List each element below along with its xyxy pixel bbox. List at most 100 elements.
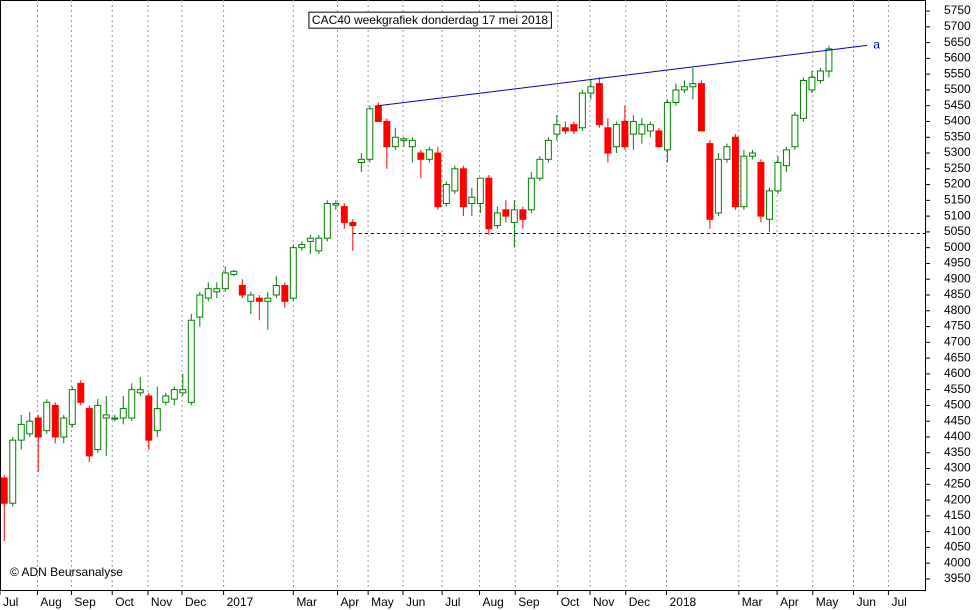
y-tick-label: 4750 <box>944 319 971 333</box>
chart-title: CAC40 weekgrafiek donderdag 17 mei 2018 <box>312 13 548 27</box>
candle-body <box>26 420 34 435</box>
candle-body <box>459 168 467 208</box>
candle-body <box>0 477 8 504</box>
y-tick-label: 5300 <box>944 145 971 159</box>
candle-body <box>544 139 552 160</box>
candle-body <box>757 161 765 217</box>
candle-body <box>791 114 799 148</box>
candle-body <box>604 127 612 154</box>
x-tick-label: Jun <box>857 595 876 609</box>
candle-body <box>697 83 705 132</box>
candle-body <box>816 70 824 81</box>
y-tick-label: 5600 <box>944 51 971 65</box>
candle-body <box>434 152 442 208</box>
candle-body <box>213 288 221 293</box>
candle-body <box>578 92 586 129</box>
candle-body <box>179 389 187 394</box>
candle-body <box>646 124 654 132</box>
y-tick-label: 4400 <box>944 429 971 443</box>
candle-body <box>451 168 459 192</box>
candle-body <box>85 408 93 457</box>
candle-body <box>740 155 748 208</box>
candle-body <box>765 190 773 220</box>
candle-body <box>145 395 153 441</box>
candle-body <box>638 124 646 135</box>
x-tick-label: Oct <box>115 595 134 609</box>
x-tick-label: Apr <box>341 595 360 609</box>
candle-body <box>672 89 680 104</box>
x-tick-label: Jul <box>3 595 18 609</box>
candle-body <box>281 285 289 302</box>
y-tick-label: 5500 <box>944 82 971 96</box>
candle-body <box>570 124 578 132</box>
candle-body <box>187 319 195 403</box>
candle-body <box>272 285 280 296</box>
y-tick-label: 4050 <box>944 540 971 554</box>
candle-body <box>629 120 637 135</box>
candle-body <box>315 237 323 252</box>
y-tick-label: 4500 <box>944 398 971 412</box>
y-tick-label: 5450 <box>944 98 971 112</box>
x-tick-label: Jul <box>445 595 460 609</box>
x-tick-label: Sep <box>74 595 96 609</box>
y-tick-label: 4850 <box>944 287 971 301</box>
candle-body <box>510 209 518 223</box>
candle-body <box>221 272 229 290</box>
title-box <box>308 11 552 29</box>
y-tick-label: 5100 <box>944 208 971 222</box>
candle-body <box>621 120 629 148</box>
candle-body <box>587 86 595 94</box>
y-tick-label: 5000 <box>944 240 971 254</box>
candle-body <box>468 196 476 205</box>
y-tick-label: 4250 <box>944 476 971 490</box>
candle-body <box>400 138 408 141</box>
candle-body <box>408 139 416 148</box>
y-tick-label: 5550 <box>944 66 971 80</box>
candle-body <box>111 417 119 420</box>
y-tick-label: 4200 <box>944 492 971 506</box>
x-tick-label: Apr <box>780 595 799 609</box>
candle-body <box>298 244 306 249</box>
candle-body <box>128 389 136 419</box>
candle-body <box>476 177 484 205</box>
candle-body <box>255 297 263 302</box>
candle-body <box>527 177 535 211</box>
candle-body <box>9 439 17 504</box>
candle-body <box>799 79 807 119</box>
y-tick-label: 5400 <box>944 114 971 128</box>
candle-body <box>238 285 246 296</box>
candle-body <box>68 389 76 425</box>
trendline-line <box>378 44 868 107</box>
candle-body <box>519 209 527 220</box>
candle-body <box>723 146 731 160</box>
candle-body <box>170 389 178 400</box>
y-tick-label: 4450 <box>944 413 971 427</box>
candle-body <box>374 105 382 122</box>
candle-body <box>264 297 272 302</box>
y-tick-label: 4550 <box>944 382 971 396</box>
candle-body <box>536 158 544 179</box>
x-tick-label: Dec <box>629 595 650 609</box>
candle-body <box>561 127 569 132</box>
candle-body <box>349 221 357 227</box>
candle-body <box>77 382 85 403</box>
candle-body <box>136 389 144 394</box>
candle-body <box>153 408 161 432</box>
y-tick-label: 4000 <box>944 555 971 569</box>
candle-body <box>340 206 348 223</box>
candle-body <box>689 83 697 88</box>
candle-body <box>748 152 756 157</box>
candle-body <box>196 294 204 318</box>
candle-body <box>60 417 68 438</box>
candle-body <box>680 86 688 91</box>
x-tick-label: Aug <box>40 595 61 609</box>
candle-body <box>162 395 170 403</box>
x-tick-label: Mar <box>296 595 317 609</box>
candle-body <box>714 158 722 214</box>
candle-body <box>706 143 714 220</box>
y-tick-label: 4350 <box>944 445 971 459</box>
candle-body <box>502 209 510 217</box>
y-tick-label: 4900 <box>944 271 971 285</box>
candle-body <box>51 404 59 438</box>
